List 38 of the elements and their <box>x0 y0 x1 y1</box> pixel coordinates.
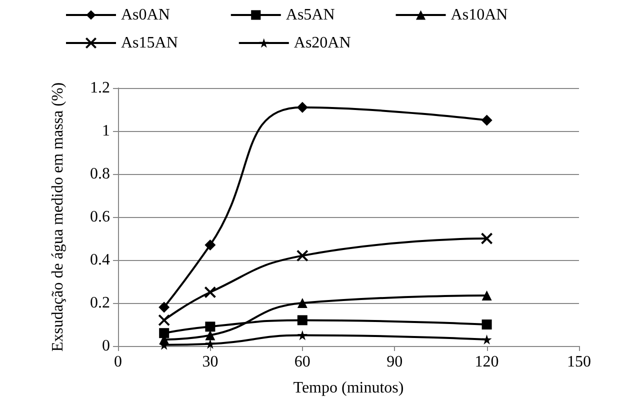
point <box>205 330 216 340</box>
point <box>159 328 170 338</box>
point <box>480 232 493 244</box>
legend-label: As15AN <box>121 34 178 52</box>
legend-label: As20AN <box>294 34 352 52</box>
y-tick-label: 0.2 <box>90 294 110 312</box>
y-tick-label: 1 <box>102 122 110 140</box>
x-tick-label: 90 <box>386 354 403 370</box>
legend-label: As10AN <box>450 6 508 24</box>
point <box>297 315 308 326</box>
point <box>297 298 308 308</box>
y-tick-label: 0.4 <box>90 252 110 268</box>
point <box>482 290 492 300</box>
y-tick-label: 0.6 <box>90 208 110 226</box>
y-tick-label: 1.2 <box>90 80 110 96</box>
point <box>482 320 492 330</box>
y-tick-label: 0 <box>102 338 110 354</box>
point <box>204 286 216 298</box>
point <box>158 302 170 313</box>
point <box>204 239 216 250</box>
y-axis-title: Exsudação de água medido em massa (%) <box>50 82 66 352</box>
x-tick-label: 150 <box>567 354 591 370</box>
point <box>297 330 308 340</box>
point <box>482 334 492 345</box>
point <box>296 250 308 262</box>
point <box>158 314 170 326</box>
x-tick-label: 0 <box>114 354 122 370</box>
point <box>296 102 308 113</box>
x-tick-label: 120 <box>474 354 499 370</box>
point <box>481 114 492 126</box>
point <box>205 322 216 332</box>
y-tick-label: 0.8 <box>90 166 110 182</box>
x-tick-label: 30 <box>202 354 218 370</box>
point <box>205 338 216 349</box>
legend-label: As0AN <box>121 6 170 24</box>
legend-label: As5AN <box>286 6 336 24</box>
x-tick-label: 60 <box>294 354 310 370</box>
x-axis-title: Tempo (minutos) <box>293 380 404 396</box>
